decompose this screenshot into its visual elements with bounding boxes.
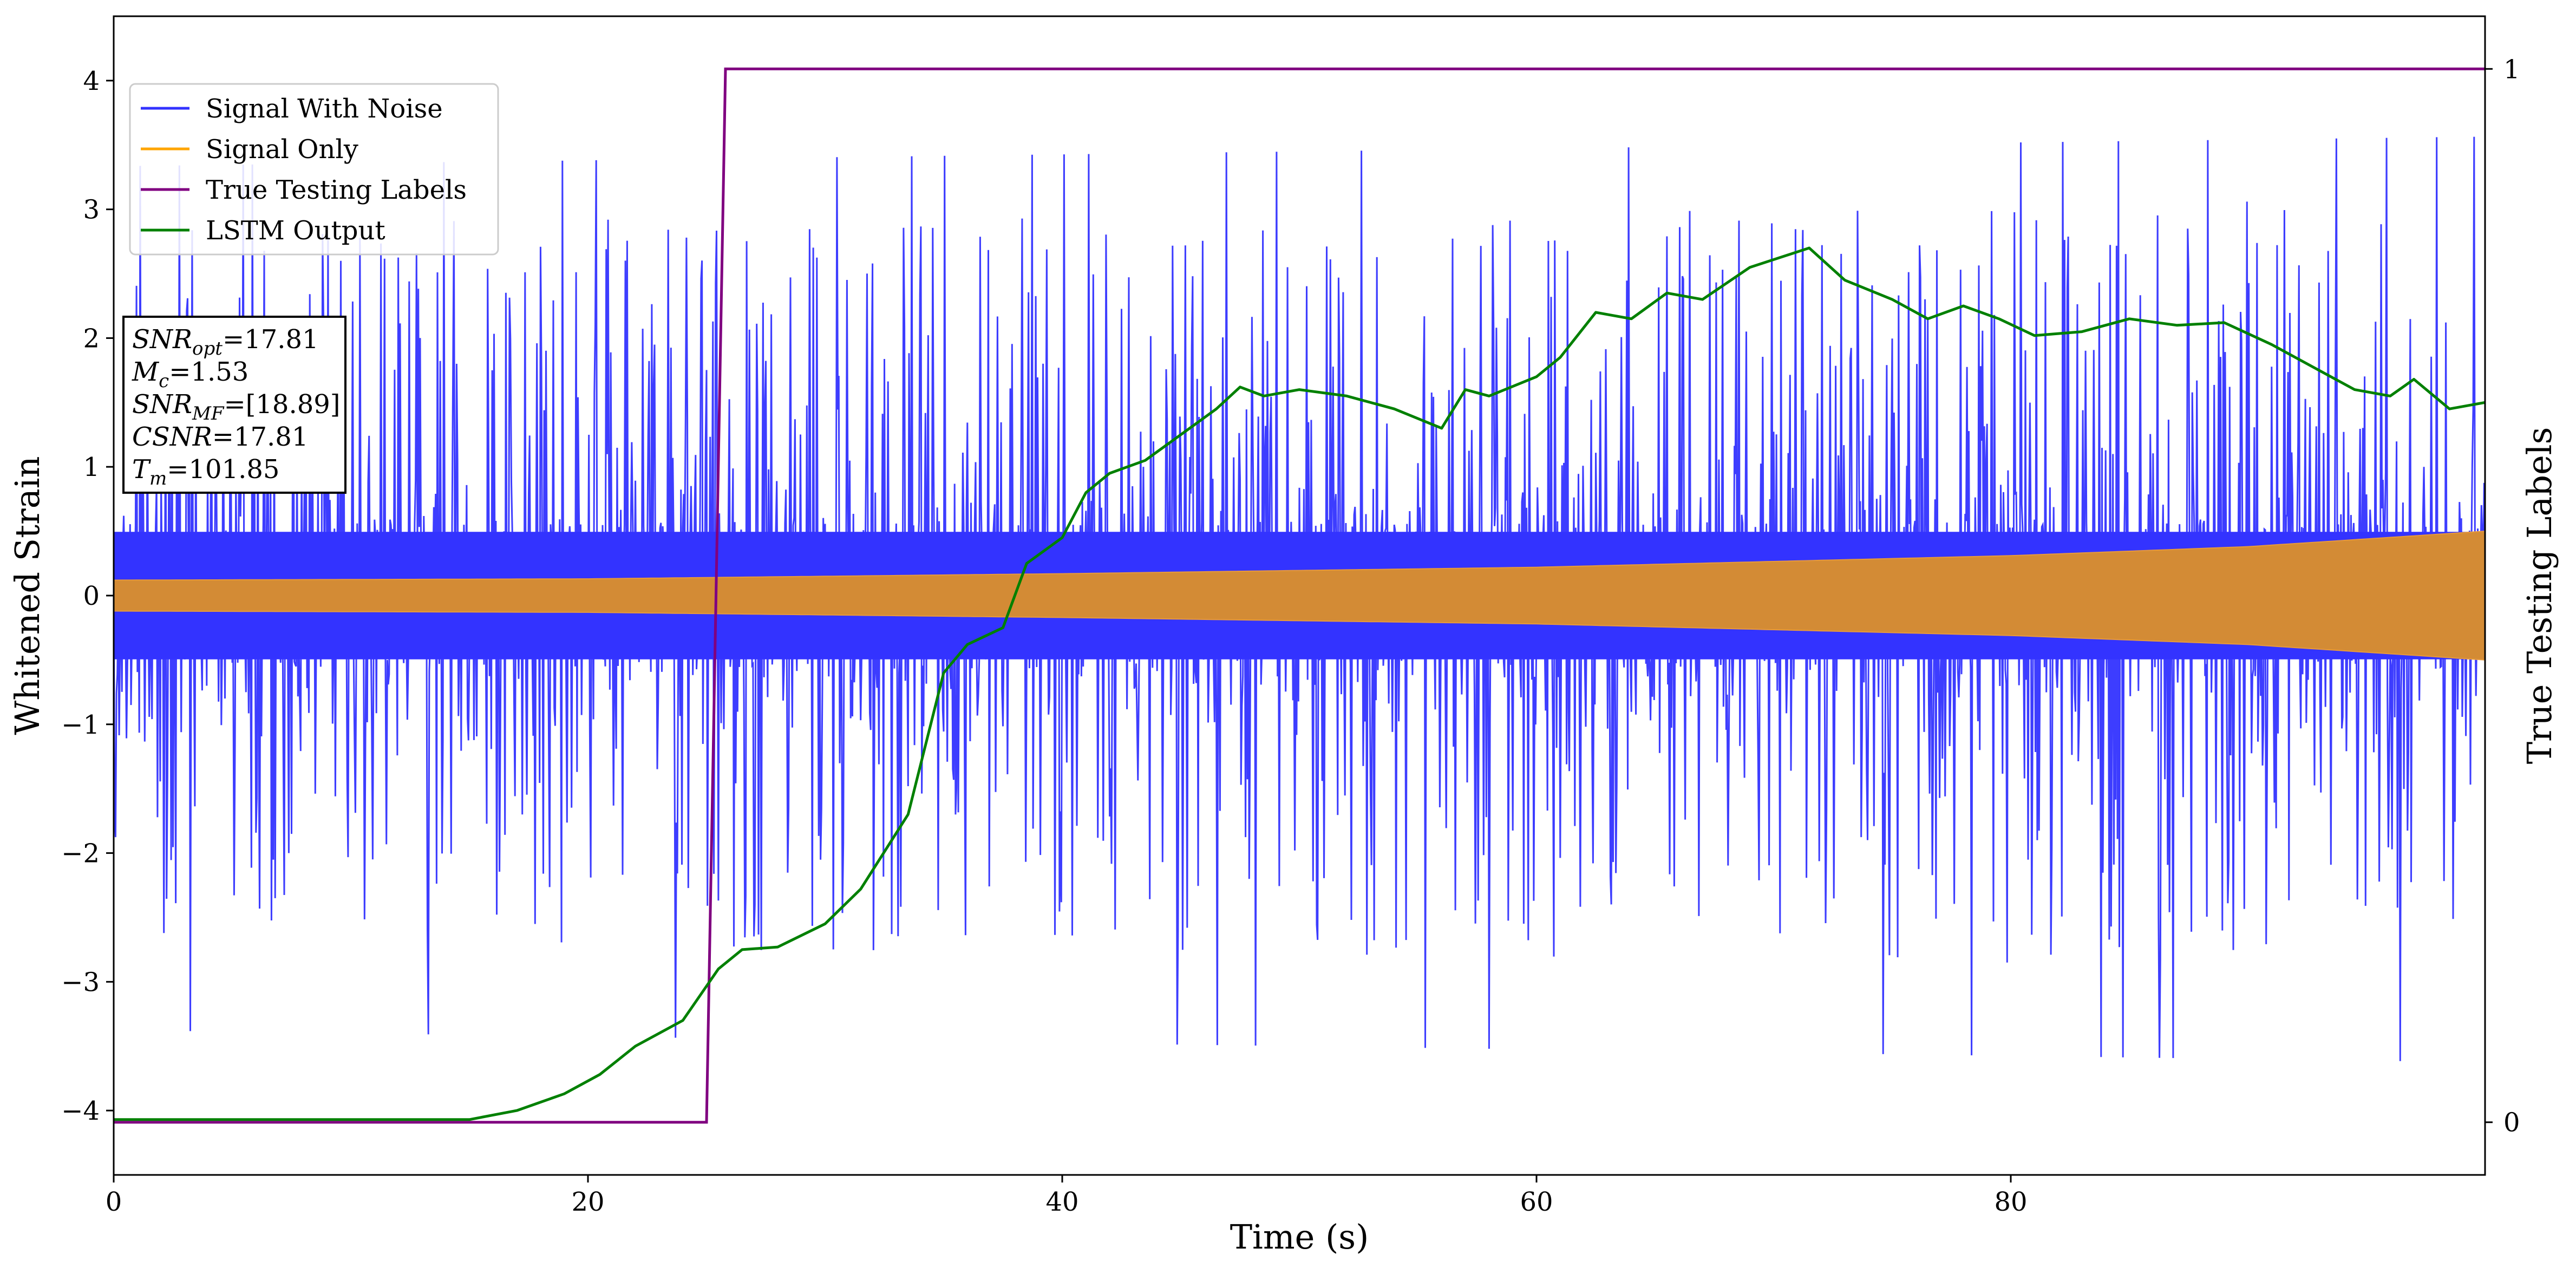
annotation-line: SNRopt=17.81 [132, 324, 319, 360]
legend-frame [129, 83, 499, 256]
x-axis-label: Time (s) [1230, 1217, 1369, 1257]
annotation-line: Tm=101.85 [132, 454, 279, 489]
x-tick-label: 60 [1520, 1187, 1553, 1217]
y-tick-label: −2 [61, 839, 100, 869]
x-axis-ticks: 0 20 40 60 80 [106, 1175, 2028, 1217]
x-tick-label: 0 [106, 1187, 122, 1217]
y-tick-label: −3 [61, 967, 100, 997]
lstm-output-series [114, 246, 2485, 1121]
right-tick-label: 1 [2503, 54, 2520, 84]
annotation-line: Mc=1.53 [132, 357, 249, 392]
y-tick-label: 3 [83, 195, 100, 225]
x-tick-label: 20 [571, 1187, 604, 1217]
legend-entry: Signal Only [206, 134, 358, 165]
y-axis-label: Whitened Strain [8, 456, 47, 735]
signal-only-envelope [114, 531, 2485, 661]
y-tick-label: −4 [61, 1096, 100, 1126]
right-axis-ticks: 01 [2485, 54, 2520, 1138]
y-tick-label: −1 [61, 710, 100, 740]
lstm-output-line [114, 246, 2485, 1121]
annotation-line: SNRMF=[18.89] [132, 389, 341, 424]
legend-entry: LSTM Output [206, 215, 385, 246]
legend-entry: Signal With Noise [206, 94, 443, 124]
right-axis-label: True Testing Labels [2520, 427, 2559, 765]
y-tick-label: 0 [83, 581, 100, 611]
y-tick-label: 2 [83, 323, 100, 354]
y-axis-ticks: −4 −3 −2 −1 0 1 2 3 4 [61, 66, 114, 1126]
x-tick-label: 80 [1994, 1187, 2027, 1217]
legend: Signal With Noise Signal Only True Testing… [129, 83, 499, 256]
true-testing-labels-line [114, 67, 2485, 1124]
right-tick-label: 0 [2503, 1108, 2520, 1138]
parameter-annotation-box: SNRopt=17.81Mc=1.53SNRMF=[18.89]CSNR=17.… [122, 316, 346, 494]
true-testing-labels-series [114, 67, 2485, 1124]
annotation-frame [122, 316, 346, 494]
y-tick-label: 1 [83, 452, 100, 482]
annotation-line: CSNR=17.81 [132, 422, 308, 452]
x-tick-label: 40 [1045, 1187, 1078, 1217]
legend-entry: True Testing Labels [206, 175, 467, 205]
y-tick-label: 4 [83, 66, 100, 96]
signal-only-series [114, 531, 2485, 661]
